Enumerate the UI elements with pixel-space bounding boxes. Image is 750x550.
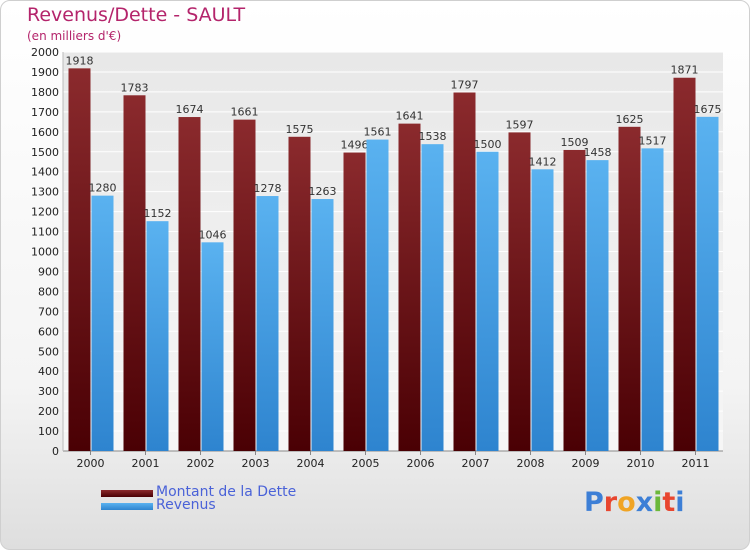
bar-revenue [201,242,224,451]
y-tick-label: 1500 [31,146,59,159]
data-label-debt: 1597 [506,118,534,131]
x-tick-label: 2006 [407,457,435,470]
y-tick-label: 900 [38,265,59,278]
logo-letter: i [653,487,663,518]
x-tick-label: 2002 [187,457,215,470]
y-tick-label: 1300 [31,186,59,199]
x-tick-label: 2010 [627,457,655,470]
data-label-revenue: 1675 [694,103,722,116]
proxiti-logo: Proxiti [584,487,685,518]
y-tick-label: 800 [38,285,59,298]
y-tick-label: 1000 [31,246,59,259]
data-label-debt: 1641 [396,110,424,123]
bar-debt [673,77,696,451]
legend-label-revenue: Revenus [156,497,216,513]
y-tick-label: 600 [38,325,59,338]
data-label-revenue: 1458 [584,146,612,159]
bar-revenue [91,195,114,451]
x-tick-label: 2000 [77,457,105,470]
y-tick-label: 100 [38,425,59,438]
x-tick-label: 2009 [572,457,600,470]
data-label-revenue: 1517 [639,134,667,147]
data-label-revenue: 1152 [144,207,172,220]
bar-debt [563,149,586,451]
logo-letter: r [603,487,618,518]
bar-debt [123,95,146,451]
data-label-revenue: 1561 [364,126,392,139]
x-tick-label: 2011 [682,457,710,470]
y-tick-label: 1800 [31,86,59,99]
bar-debt [343,152,366,451]
y-tick-label: 1200 [31,206,59,219]
y-tick-label: 200 [38,405,59,418]
data-label-debt: 1783 [121,81,149,94]
chart-subtitle: (en milliers d'€) [27,29,122,43]
logo-letter: x [635,487,654,518]
bar-debt [398,123,421,452]
data-label-revenue: 1280 [89,182,117,195]
logo-letter: o [617,487,636,518]
data-label-debt: 1496 [341,139,369,152]
y-tick-label: 1600 [31,126,59,139]
bar-debt [453,92,476,451]
x-tick-label: 2003 [242,457,270,470]
y-tick-label: 1700 [31,106,59,119]
bar-revenue [366,139,389,451]
data-label-debt: 1797 [451,78,479,91]
y-tick-label: 1900 [31,66,59,79]
bar-revenue [696,116,719,452]
y-tick-label: 500 [38,345,59,358]
x-tick-label: 2004 [297,457,325,470]
bar-debt [508,132,531,451]
y-tick-label: 300 [38,385,59,398]
legend-swatch-revenue [101,503,153,510]
y-tick-label: 1100 [31,226,59,239]
data-label-debt: 1871 [671,64,699,77]
logo-letter: i [675,487,685,518]
data-label-revenue: 1263 [309,185,337,198]
bar-debt [178,117,201,452]
bar-debt [233,119,256,452]
data-label-debt: 1509 [561,136,589,149]
data-label-debt: 1575 [286,123,314,136]
bar-revenue [256,196,279,451]
data-label-debt: 1661 [231,106,259,119]
data-label-revenue: 1538 [419,130,447,143]
logo-letter: P [584,487,604,518]
bar-revenue [586,160,609,451]
bar-debt [288,136,311,451]
data-label-debt: 1674 [176,103,204,116]
data-label-revenue: 1278 [254,182,282,195]
x-tick-label: 2008 [517,457,545,470]
y-tick-label: 2000 [31,46,59,59]
chart-title: Revenus/Dette - SAULT [27,4,246,26]
data-label-revenue: 1412 [529,155,557,168]
x-tick-label: 2005 [352,457,380,470]
y-tick-label: 700 [38,305,59,318]
bar-debt [68,68,91,451]
data-label-revenue: 1500 [474,138,502,151]
logo-letter: t [662,487,676,518]
bar-revenue [531,169,554,451]
bar-revenue [476,151,499,451]
bar-revenue [421,144,444,451]
x-tick-label: 2007 [462,457,490,470]
data-label-revenue: 1046 [199,228,227,241]
y-tick-label: 0 [52,445,59,458]
bar-revenue [641,148,664,451]
y-tick-label: 1400 [31,166,59,179]
bar-revenue [146,221,169,451]
legend-label-debt: Montant de la Dette [156,484,297,500]
legend-swatch-debt [101,490,153,497]
y-tick-label: 400 [38,365,59,378]
data-label-debt: 1918 [66,54,94,67]
data-label-debt: 1625 [616,113,644,126]
bar-debt [618,126,641,451]
x-tick-label: 2001 [132,457,160,470]
bar-revenue [311,199,334,451]
